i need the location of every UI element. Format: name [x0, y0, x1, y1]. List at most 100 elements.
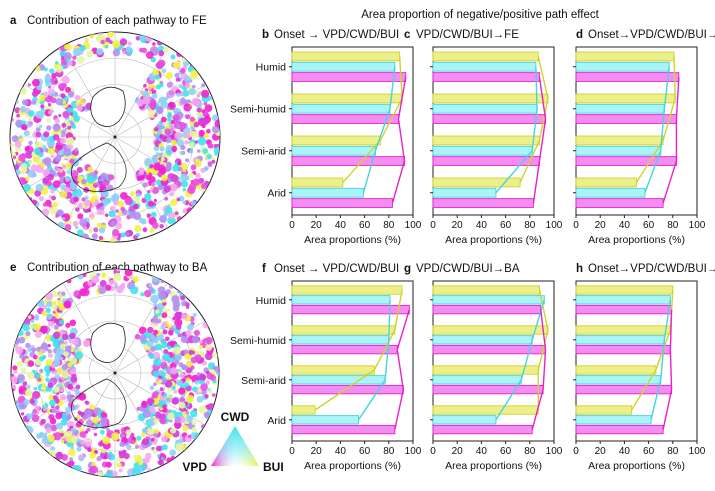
bar-bui-arid	[291, 177, 344, 188]
trend-line-bui	[635, 56, 676, 183]
plot-frame	[291, 46, 414, 216]
bar-vpd-humid	[432, 72, 540, 82]
panel-title-c: VPD/CWD/BUI→FE	[416, 29, 519, 41]
bar-vpd-semi-humid	[575, 114, 677, 124]
bar-vpd-semi-humid	[291, 114, 399, 124]
arctic-coastline	[71, 142, 127, 192]
trend-line-vpd	[391, 76, 407, 204]
panel-letter-a: a	[10, 15, 17, 27]
panel-letter-c: c	[404, 29, 411, 41]
category-label: Semi-humid	[230, 335, 286, 347]
x-tick-label: 60	[643, 220, 655, 231]
plot-frame	[575, 280, 698, 442]
ternary-label-left: VPD	[182, 460, 207, 474]
bar-bui-humid	[575, 51, 675, 62]
polar-map-fe	[9, 31, 221, 243]
map-panel-ba: e Contribution of each pathway to BA	[10, 262, 220, 478]
bar-cwd-arid	[575, 187, 646, 198]
x-tick-label: 40	[335, 446, 347, 457]
x-tick-label: 20	[311, 446, 323, 457]
panel-letter-h: h	[576, 263, 583, 275]
bar-cwd-semi-humid	[291, 103, 391, 114]
bar-vpd-semi-humid	[291, 344, 398, 355]
bar-cwd-humid	[575, 61, 670, 72]
bar-cwd-humid	[575, 295, 671, 305]
map-title-fe: Contribution of each pathway to FE	[27, 15, 207, 27]
x-tick-label: 40	[619, 446, 631, 457]
greenland-outline	[90, 322, 126, 363]
bar-bui-humid	[432, 285, 540, 295]
trend-line-cwd	[644, 66, 670, 193]
trend-line-vpd	[394, 309, 411, 430]
bar-cwd-semi-humid	[432, 103, 538, 114]
x-tick-label: 20	[452, 446, 464, 457]
bar-panel-f: f Onset → VPD/CWD/BUI Humid Semi-humid Semi-…	[230, 263, 422, 472]
x-tick-label: 40	[619, 220, 631, 231]
bar-bui-semi-arid	[291, 365, 375, 375]
category-label: Semi-arid	[241, 146, 286, 158]
map-content	[11, 269, 219, 477]
x-tick-label: 0	[289, 220, 295, 231]
map-title-ba: Contribution of each pathway to BA	[27, 262, 208, 274]
x-axis-label: Area proportions (%)	[304, 234, 401, 246]
bar-bui-semi-humid	[291, 325, 396, 335]
x-tick-label: 20	[452, 220, 464, 231]
panel-letter-d: d	[576, 29, 583, 41]
x-tick-label: 0	[289, 446, 295, 457]
bar-vpd-humid	[291, 72, 407, 82]
bar-vpd-humid	[575, 304, 673, 315]
trend-line-bui	[537, 289, 549, 410]
x-tick-label: 80	[524, 220, 536, 231]
bar-vpd-semi-arid	[432, 384, 544, 395]
category-label: Semi-arid	[241, 375, 286, 387]
ternary-label-top: CWD	[221, 410, 250, 424]
x-tick-label: 60	[359, 220, 371, 231]
bar-vpd-humid	[575, 72, 680, 82]
bar-cwd-humid	[432, 61, 537, 72]
bar-bui-humid	[291, 51, 401, 62]
category-label: Humid	[256, 62, 287, 74]
map-panel-fe: a Contribution of each pathway to FE	[9, 15, 221, 243]
bar-vpd-arid	[432, 424, 533, 435]
x-tick-label: 80	[383, 220, 395, 231]
bar-cwd-arid	[291, 187, 364, 198]
x-tick-label: 100	[405, 446, 422, 457]
bar-bui-semi-humid	[575, 93, 676, 104]
bar-cwd-semi-arid	[291, 375, 386, 385]
panel-letter-e: e	[10, 262, 16, 274]
x-tick-label: 20	[595, 220, 607, 231]
bar-vpd-humid	[291, 304, 410, 315]
category-label: Humid	[256, 295, 287, 307]
bar-panel-g: g VPD/CWD/BUI→BA 0 20 40 60 80 100 Area proporti…	[404, 263, 563, 472]
panel-title-h: Onset→VPD/CWD/BUI→BA	[588, 263, 715, 275]
plot-frame	[575, 46, 698, 216]
bar-vpd-semi-arid	[575, 156, 677, 166]
trend-line-bui	[519, 56, 549, 183]
arctic-coastline	[71, 378, 127, 428]
x-tick-label: 0	[573, 446, 579, 457]
trend-line-cwd	[650, 299, 672, 420]
trend-line-cwd	[357, 299, 391, 421]
x-tick-label: 40	[476, 220, 488, 231]
bar-cwd-semi-arid	[432, 145, 533, 156]
polar-map-ba	[10, 268, 220, 478]
panel-title-d: Onset→VPD/CWD/BUI→FE	[588, 29, 715, 41]
x-tick-label: 0	[573, 220, 579, 231]
x-tick-label: 0	[430, 446, 436, 457]
x-tick-label: 0	[430, 220, 436, 231]
trend-line-vpd	[531, 309, 547, 430]
bar-panels: b Onset → VPD/CWD/BUI Humid Semi-humid Semi-…	[230, 29, 715, 472]
land-contribution-pixels	[11, 269, 219, 477]
x-tick-label: 60	[643, 446, 655, 457]
bar-bui-arid	[575, 177, 637, 188]
figure-title: Area proportion of negative/positive pat…	[361, 9, 599, 21]
x-tick-label: 20	[311, 220, 323, 231]
panel-letter-g: g	[404, 263, 411, 275]
ternary-legend: CWD VPD BUI	[182, 410, 283, 474]
north-pole-marker	[113, 135, 117, 139]
bar-bui-humid	[575, 285, 674, 295]
x-tick-label: 80	[667, 220, 679, 231]
x-tick-label: 80	[524, 446, 536, 457]
trend-line-bui	[314, 289, 403, 411]
